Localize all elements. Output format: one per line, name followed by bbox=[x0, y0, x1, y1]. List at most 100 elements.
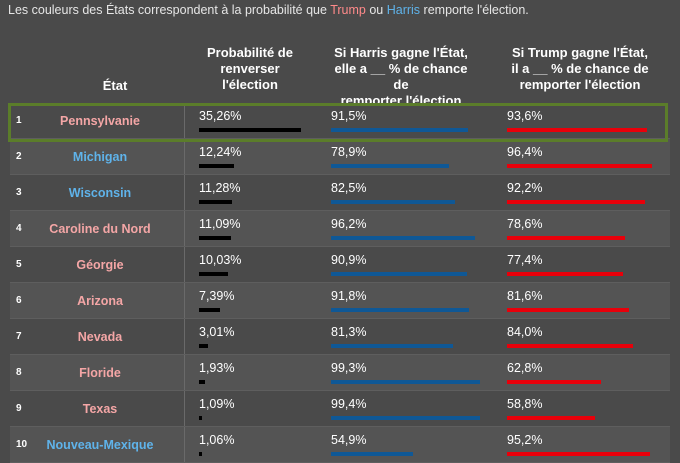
header-line: elle a __ % de chance de bbox=[326, 61, 476, 93]
tipping-probability-cell: 11,09% bbox=[199, 211, 303, 246]
column-divider bbox=[184, 247, 185, 282]
caption-harris: Harris bbox=[387, 3, 420, 17]
tipping-probability-bar bbox=[199, 380, 205, 384]
header-line: Probabilité de bbox=[200, 45, 300, 61]
rank-number: 9 bbox=[16, 403, 22, 414]
tipping-probability-value: 11,28% bbox=[199, 181, 240, 195]
harris-win-chance-cell: 99,3% bbox=[331, 355, 481, 390]
harris-win-chance-cell: 90,9% bbox=[331, 247, 481, 282]
column-header-trump: Si Trump gagne l'État, il a __ % de chan… bbox=[505, 45, 655, 93]
harris-win-chance-value: 81,3% bbox=[331, 325, 366, 339]
tipping-probability-cell: 35,26% bbox=[199, 103, 303, 138]
tipping-probability-value: 3,01% bbox=[199, 325, 234, 339]
column-header-probability: Probabilité de renverser l'élection bbox=[200, 45, 300, 93]
harris-win-chance-bar bbox=[331, 128, 468, 132]
harris-win-chance-value: 82,5% bbox=[331, 181, 366, 195]
harris-win-chance-bar bbox=[331, 272, 467, 276]
trump-win-chance-value: 81,6% bbox=[507, 289, 542, 303]
harris-win-chance-cell: 96,2% bbox=[331, 211, 481, 246]
table-row: 8 Floride 1,93% 99,3% 62,8% bbox=[10, 355, 670, 391]
harris-win-chance-cell: 99,4% bbox=[331, 391, 481, 426]
table-row: 9 Texas 1,09% 99,4% 58,8% bbox=[10, 391, 670, 427]
tipping-probability-cell: 10,03% bbox=[199, 247, 303, 282]
tipping-probability-bar bbox=[199, 272, 228, 276]
header-line: remporter l'élection bbox=[505, 77, 655, 93]
trump-win-chance-bar bbox=[507, 380, 601, 384]
trump-win-chance-bar bbox=[507, 308, 629, 312]
trump-win-chance-cell: 84,0% bbox=[507, 319, 658, 354]
harris-win-chance-cell: 82,5% bbox=[331, 175, 481, 210]
state-name: Wisconsin bbox=[40, 186, 160, 200]
tipping-probability-cell: 3,01% bbox=[199, 319, 303, 354]
trump-win-chance-bar bbox=[507, 344, 633, 348]
column-divider bbox=[184, 391, 185, 426]
tipping-probability-value: 12,24% bbox=[199, 145, 241, 159]
rank-number: 2 bbox=[16, 151, 22, 162]
tipping-probability-value: 35,26% bbox=[199, 109, 241, 123]
trump-win-chance-bar bbox=[507, 128, 647, 132]
state-name: Pennsylvanie bbox=[40, 114, 160, 128]
harris-win-chance-value: 91,8% bbox=[331, 289, 366, 303]
table-row: 1 Pennsylvanie 35,26% 91,5% 93,6% bbox=[10, 103, 670, 139]
column-divider bbox=[184, 139, 185, 174]
state-name: Caroline du Nord bbox=[40, 222, 160, 236]
harris-win-chance-bar bbox=[331, 308, 469, 312]
harris-win-chance-value: 91,5% bbox=[331, 109, 366, 123]
harris-win-chance-value: 99,3% bbox=[331, 361, 366, 375]
trump-win-chance-bar bbox=[507, 416, 595, 420]
state-name: Géorgie bbox=[40, 258, 160, 272]
tipping-probability-value: 7,39% bbox=[199, 289, 234, 303]
trump-win-chance-bar bbox=[507, 452, 650, 456]
column-divider bbox=[184, 103, 185, 138]
trump-win-chance-bar bbox=[507, 236, 625, 240]
header-line: renverser bbox=[200, 61, 300, 77]
harris-win-chance-bar bbox=[331, 200, 455, 204]
rank-number: 5 bbox=[16, 259, 22, 270]
harris-win-chance-cell: 81,3% bbox=[331, 319, 481, 354]
table-row: 3 Wisconsin 11,28% 82,5% 92,2% bbox=[10, 175, 670, 211]
harris-win-chance-bar bbox=[331, 380, 480, 384]
caption-suffix: remporte l'élection. bbox=[420, 3, 529, 17]
harris-win-chance-bar bbox=[331, 452, 413, 456]
trump-win-chance-value: 95,2% bbox=[507, 433, 542, 447]
state-name: Floride bbox=[40, 366, 160, 380]
harris-win-chance-cell: 91,8% bbox=[331, 283, 481, 318]
caption-prefix: Les couleurs des États correspondent à l… bbox=[8, 3, 330, 17]
column-header-state: État bbox=[60, 78, 170, 94]
tipping-probability-value: 11,09% bbox=[199, 217, 240, 231]
tipping-probability-cell: 7,39% bbox=[199, 283, 303, 318]
rank-number: 8 bbox=[16, 367, 22, 378]
harris-win-chance-value: 54,9% bbox=[331, 433, 366, 447]
caption-middle: ou bbox=[366, 3, 387, 17]
tipping-probability-bar bbox=[199, 200, 232, 204]
harris-win-chance-bar bbox=[331, 416, 480, 420]
state-name: Nouveau-Mexique bbox=[40, 438, 160, 452]
rank-number: 6 bbox=[16, 295, 22, 306]
rank-number: 7 bbox=[16, 331, 22, 342]
table-row: 5 Géorgie 10,03% 90,9% 77,4% bbox=[10, 247, 670, 283]
trump-win-chance-cell: 96,4% bbox=[507, 139, 658, 174]
harris-win-chance-value: 96,2% bbox=[331, 217, 366, 231]
trump-win-chance-cell: 77,4% bbox=[507, 247, 658, 282]
trump-win-chance-cell: 78,6% bbox=[507, 211, 658, 246]
header-line: il a __ % de chance de bbox=[505, 61, 655, 77]
harris-win-chance-value: 90,9% bbox=[331, 253, 366, 267]
trump-win-chance-bar bbox=[507, 200, 645, 204]
tipping-probability-bar bbox=[199, 236, 231, 240]
state-name: Texas bbox=[40, 402, 160, 416]
trump-win-chance-bar bbox=[507, 164, 652, 168]
column-divider bbox=[184, 319, 185, 354]
tipping-probability-value: 1,06% bbox=[199, 433, 234, 447]
state-name: Michigan bbox=[40, 150, 160, 164]
harris-win-chance-cell: 78,9% bbox=[331, 139, 481, 174]
tipping-probability-value: 1,93% bbox=[199, 361, 234, 375]
harris-win-chance-value: 78,9% bbox=[331, 145, 366, 159]
tipping-probability-bar bbox=[199, 164, 234, 168]
states-table: 1 Pennsylvanie 35,26% 91,5% 93,6% 2 Michigan 12… bbox=[10, 103, 670, 463]
table-row: 2 Michigan 12,24% 78,9% 96,4% bbox=[10, 139, 670, 175]
trump-win-chance-cell: 62,8% bbox=[507, 355, 658, 390]
trump-win-chance-cell: 93,6% bbox=[507, 103, 658, 138]
column-divider bbox=[184, 355, 185, 390]
trump-win-chance-value: 96,4% bbox=[507, 145, 542, 159]
rank-number: 4 bbox=[16, 223, 22, 234]
